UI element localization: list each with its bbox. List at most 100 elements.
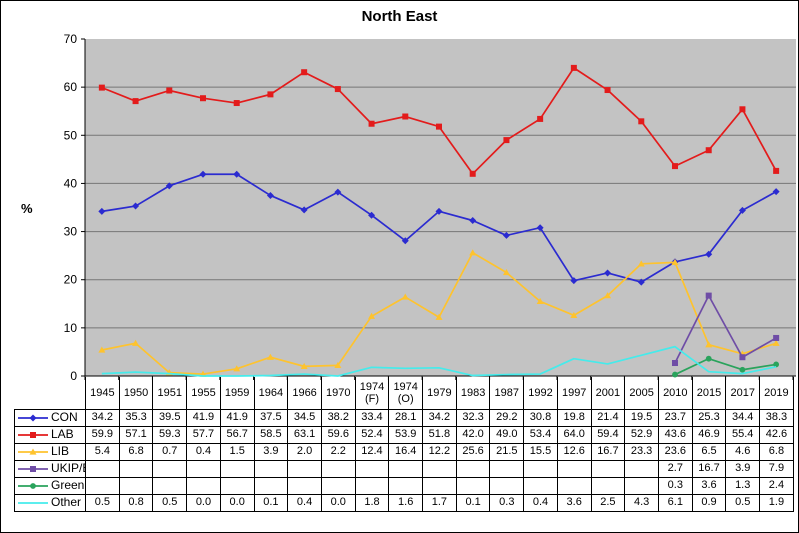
legend-entry: Other: [17, 495, 85, 509]
table-cell: 34.5: [287, 408, 322, 427]
marker-triangle: [266, 353, 274, 360]
table-cell: 4.3: [624, 493, 659, 512]
year-header: 1959: [219, 377, 255, 410]
series-markers-UKIP/Br: [671, 292, 780, 367]
table-cell: 55.4: [725, 425, 761, 444]
table-cell: 16.7: [691, 459, 727, 478]
legend-cell-LIB: LIB: [14, 442, 86, 461]
y-tick-label: 30: [64, 225, 78, 239]
table-cell: 51.8: [422, 425, 457, 444]
y-tick-label: 20: [64, 273, 78, 287]
table-cell: [354, 476, 390, 495]
marker-triangle: [772, 339, 780, 346]
table-cell: 32.3: [455, 408, 491, 427]
table-cell: [186, 476, 221, 495]
table-cell: 4.6: [725, 442, 761, 461]
year-header: 1950: [118, 377, 154, 410]
marker-square: [402, 113, 409, 120]
year-header: 1970: [320, 377, 356, 410]
y-tick-label: 40: [64, 176, 78, 190]
chart-data-table: 1945 1950 1951 1955 1959 1964 1966 1970 1974 (F)…: [14, 377, 794, 512]
table-cell: [186, 459, 221, 478]
table-cell: 23.6: [657, 442, 693, 461]
table-cell: 52.9: [624, 425, 659, 444]
marker-diamond: [570, 277, 578, 285]
table-cell: 30.8: [523, 408, 558, 427]
year-header: 1974 (F): [354, 377, 390, 410]
series-line-Green: [674, 357, 777, 376]
marker-triangle: [401, 293, 409, 300]
table-cell: [523, 476, 558, 495]
marker-square: [671, 163, 678, 170]
table-row-CON: CON 34.2 35.3 39.5 41.9 41.9 37.5 34.5 38.2 33.4 2…: [14, 408, 794, 427]
table-row-Other: Other 0.5 0.8 0.5 0.0 0.0 0.1 0.4 0.0 1.8 1.6 1.7 0.…: [14, 493, 794, 512]
table-cell: [152, 476, 188, 495]
table-cell: 19.8: [556, 408, 592, 427]
marker-square: [570, 64, 577, 71]
marker-square: [773, 334, 780, 341]
marker-triangle: [671, 258, 679, 266]
marker-triangle: [604, 292, 612, 299]
table-cell: 59.6: [320, 425, 356, 444]
marker-square: [638, 118, 645, 125]
table-cell: 57.1: [118, 425, 154, 444]
series-markers-Green: [672, 355, 780, 378]
legend-cell-Green: Green: [14, 476, 86, 495]
marker-triangle: [502, 268, 510, 276]
table-cell: 6.1: [657, 493, 693, 512]
marker-diamond: [637, 278, 645, 286]
table-cell: 23.3: [624, 442, 659, 461]
table-cell: [590, 476, 626, 495]
series-line-Other: [101, 345, 777, 377]
legend-Green-icon: [18, 482, 48, 489]
marker-circle: [739, 366, 746, 373]
series-markers-CON: [98, 170, 780, 286]
table-cell: 6.8: [118, 442, 154, 461]
marker-square: [233, 100, 240, 107]
marker-triangle: [368, 312, 376, 319]
table-row-Green: Green 0.3 3.6 1.3 2.4: [14, 476, 794, 495]
table-cell: [624, 476, 659, 495]
marker-diamond: [435, 207, 443, 215]
table-cell: 59.3: [152, 425, 188, 444]
marker-triangle: [300, 362, 308, 369]
legend-cell-UKIP/Br: UKIP/Br: [14, 459, 86, 478]
legend-label: LIB: [51, 443, 70, 458]
marker-square: [267, 91, 274, 98]
table-cell: [388, 459, 424, 478]
marker-triangle: [705, 341, 713, 348]
marker-circle: [672, 371, 678, 378]
marker-triangle: [233, 365, 241, 372]
table-cell: 1.6: [388, 493, 424, 512]
table-cell: [556, 476, 592, 495]
table-cell: [354, 459, 390, 478]
table-row-UKIP/Br: UKIP/Br 2.716.73.97.9: [14, 459, 794, 478]
table-cell: 7.9: [759, 459, 794, 478]
y-tick-label: 50: [64, 128, 78, 142]
table-cell: 59.4: [590, 425, 626, 444]
marker-square: [301, 69, 308, 76]
table-cell: 0.5: [152, 493, 188, 512]
table-cell: 33.4: [354, 408, 390, 427]
table-cell: 12.4: [354, 442, 390, 461]
table-cell: [624, 459, 659, 478]
legend-entry: Green: [17, 478, 85, 492]
table-cell: [253, 459, 289, 478]
marker-diamond: [469, 216, 477, 224]
marker-diamond: [233, 170, 241, 178]
table-cell: [489, 459, 525, 478]
marker-triangle: [469, 249, 477, 256]
table-cell: 16.4: [388, 442, 424, 461]
table-cell: 39.5: [152, 408, 188, 427]
marker-diamond: [29, 414, 37, 421]
marker-square: [30, 465, 36, 472]
table-cell: 23.7: [657, 408, 693, 427]
table-cell: 1.8: [354, 493, 390, 512]
legend-Other-icon: [18, 501, 48, 504]
table-cell: [219, 459, 255, 478]
table-cell: 56.7: [219, 425, 255, 444]
legend-LAB-icon: [18, 431, 48, 438]
year-header: 1951: [152, 377, 188, 410]
marker-square: [334, 86, 341, 93]
table-cell: [590, 459, 626, 478]
